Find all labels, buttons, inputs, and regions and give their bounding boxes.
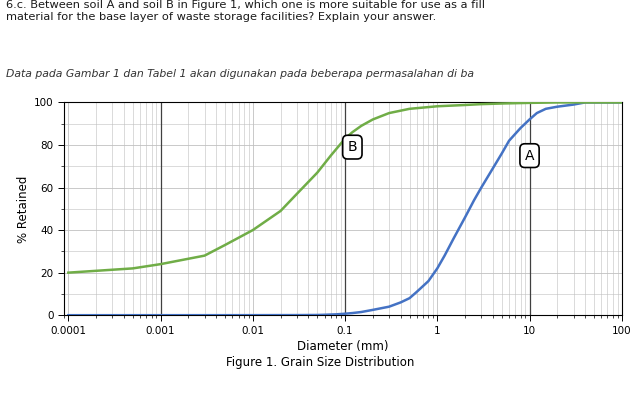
Text: 6.c. Between soil A and soil B in Figure 1, which one is more suitable for use a: 6.c. Between soil A and soil B in Figure… [6,0,485,22]
Text: Figure 1. Grain Size Distribution: Figure 1. Grain Size Distribution [226,356,415,369]
Text: Data pada Gambar 1 dan Tabel 1 akan digunakan pada beberapa permasalahan di ba: Data pada Gambar 1 dan Tabel 1 akan digu… [6,69,474,79]
Text: B: B [347,140,357,154]
X-axis label: Diameter (mm): Diameter (mm) [297,340,388,353]
Text: A: A [525,149,535,163]
Y-axis label: % Retained: % Retained [17,175,30,243]
